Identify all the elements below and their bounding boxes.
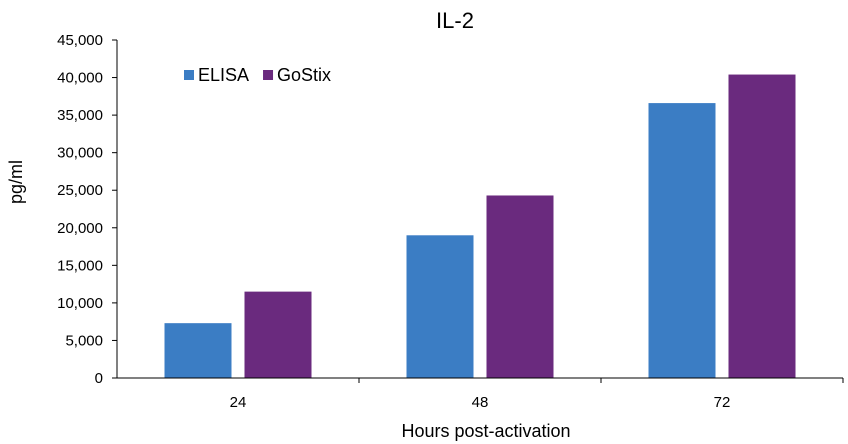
bar-elisa-24 xyxy=(164,323,232,378)
legend-swatch-gostix xyxy=(263,70,274,80)
x-axis-ticks: 24 48 72 xyxy=(230,378,844,411)
bar-elisa-72 xyxy=(648,103,716,379)
x-axis-label: Hours post-activation xyxy=(401,421,570,441)
legend-label-elisa: ELISA xyxy=(198,65,249,85)
chart-title: IL-2 xyxy=(436,8,474,33)
x-tick-label: 24 xyxy=(230,394,247,411)
x-tick-label: 48 xyxy=(472,394,489,411)
bar-gostix-48 xyxy=(486,195,554,378)
axes xyxy=(116,40,843,379)
y-tick-label: 40,000 xyxy=(57,70,103,87)
y-tick-label: 45,000 xyxy=(57,32,103,49)
bars xyxy=(164,74,796,379)
legend-label-gostix: GoStix xyxy=(277,65,331,85)
legend-swatch-elisa xyxy=(184,70,194,80)
x-tick-label: 72 xyxy=(714,394,731,411)
y-tick-label: 15,000 xyxy=(57,257,103,274)
y-tick-label: 25,000 xyxy=(57,182,103,199)
y-tick-label: 5,000 xyxy=(65,332,103,349)
legend: ELISA GoStix xyxy=(184,65,331,85)
y-axis-label: pg/ml xyxy=(6,160,26,204)
y-tick-label: 10,000 xyxy=(57,295,103,312)
bar-elisa-48 xyxy=(406,235,474,378)
y-tick-label: 0 xyxy=(95,370,103,387)
y-tick-label: 20,000 xyxy=(57,220,103,237)
bar-gostix-24 xyxy=(244,291,312,378)
y-tick-label: 30,000 xyxy=(57,145,103,162)
bar-gostix-72 xyxy=(728,74,796,378)
y-axis-ticks: 0 5,000 10,000 15,000 20,000 25,000 30,000 35,0… xyxy=(57,32,117,387)
y-tick-label: 35,000 xyxy=(57,107,103,124)
